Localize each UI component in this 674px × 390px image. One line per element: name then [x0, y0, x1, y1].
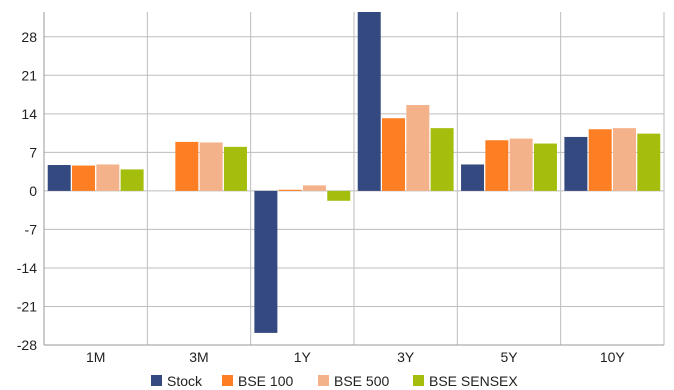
bar-bse-100-5y — [485, 140, 509, 191]
bar-bse-500-10y — [612, 128, 636, 191]
bar-bse-sensex-5y — [533, 143, 557, 191]
bar-bse-100-3y — [382, 118, 406, 191]
y-tick-label: 14 — [21, 106, 37, 122]
bar-stock-1y — [254, 190, 278, 333]
legend-swatch-stock — [151, 375, 162, 386]
legend-swatch-bse-100 — [222, 375, 233, 386]
y-tick-label: 7 — [29, 144, 37, 160]
bar-stock-5y — [461, 164, 485, 191]
bar-bse-500-3y — [406, 105, 430, 191]
bar-bse-sensex-3y — [430, 128, 454, 191]
bar-bse-500-1m — [96, 164, 120, 191]
bar-bse-sensex-1y — [327, 190, 351, 201]
y-axis-tick-labels: 28 21 14 7 0 -7 -14 -21 -28 — [17, 29, 37, 353]
x-tick-label: 1M — [86, 349, 105, 365]
y-tick-label: 28 — [21, 29, 37, 45]
legend-label: Stock — [167, 373, 203, 389]
bar-bse-100-3m — [175, 141, 199, 191]
x-axis-tick-labels: 1M 3M 1Y 3Y 5Y 10Y — [86, 349, 626, 365]
legend-swatch-bse-sensex — [413, 375, 424, 386]
bar-bse-sensex-1m — [120, 169, 144, 191]
bar-bse-500-3m — [199, 142, 223, 191]
bar-bse-100-1y — [278, 189, 302, 191]
legend-label: BSE 500 — [334, 373, 389, 389]
bar-bse-100-1m — [72, 165, 96, 191]
legend-label: BSE 100 — [238, 373, 293, 389]
y-tick-label: -28 — [17, 337, 37, 353]
x-tick-label: 3Y — [397, 349, 415, 365]
bar-stock-10y — [564, 136, 588, 191]
x-tick-label: 5Y — [500, 349, 518, 365]
y-tick-label: -14 — [17, 260, 37, 276]
grid-lines — [43, 12, 665, 346]
x-tick-label: 3M — [189, 349, 208, 365]
bar-bse-500-1y — [302, 185, 326, 191]
bar-bse-sensex-10y — [637, 133, 661, 191]
y-tick-label: -21 — [17, 298, 37, 314]
x-tick-label: 1Y — [294, 349, 312, 365]
bar-stock-3y — [357, 12, 381, 191]
y-tick-label: -7 — [25, 221, 38, 237]
x-tick-label: 10Y — [600, 349, 626, 365]
legend: Stock BSE 100 BSE 500 BSE SENSEX — [151, 373, 518, 389]
y-tick-label: 0 — [29, 183, 37, 199]
bar-stock-1m — [47, 165, 71, 191]
bar-bse-500-5y — [509, 138, 533, 191]
bars — [47, 12, 661, 333]
y-tick-label: 21 — [21, 67, 37, 83]
legend-label: BSE SENSEX — [429, 373, 518, 389]
legend-swatch-bse-500 — [318, 375, 329, 386]
bar-bse-sensex-3m — [223, 146, 247, 191]
bar-bse-100-10y — [588, 129, 612, 191]
